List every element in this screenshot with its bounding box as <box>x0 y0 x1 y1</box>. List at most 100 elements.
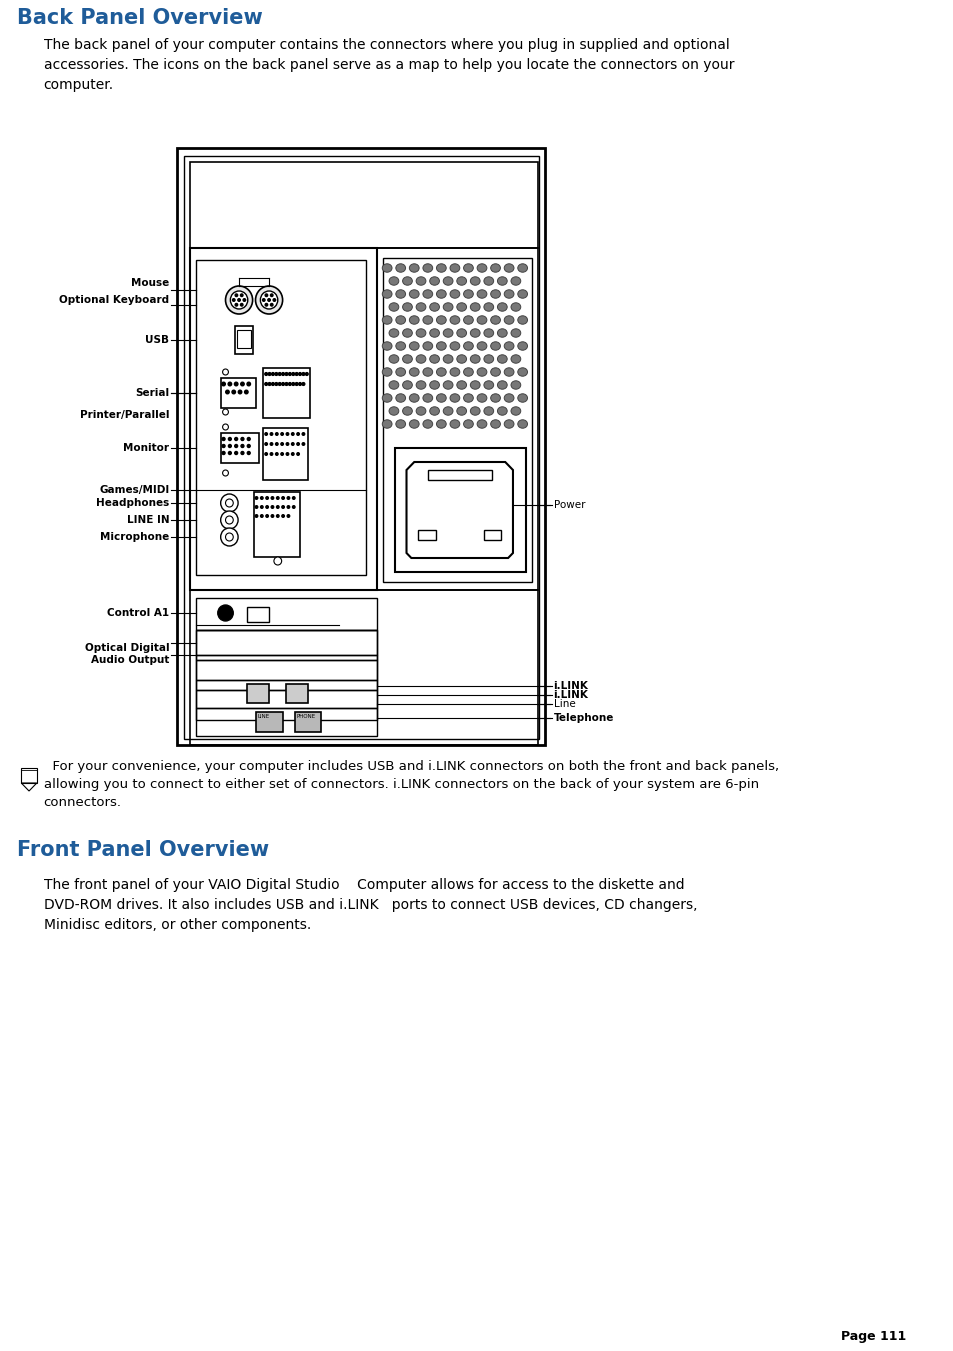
Circle shape <box>228 438 231 440</box>
Circle shape <box>225 534 233 540</box>
Bar <box>395 449 525 571</box>
Bar <box>190 590 537 744</box>
Circle shape <box>265 382 267 385</box>
Ellipse shape <box>456 303 466 311</box>
Ellipse shape <box>483 328 493 338</box>
Bar <box>377 249 537 590</box>
Ellipse shape <box>416 381 425 389</box>
Circle shape <box>285 382 288 385</box>
Ellipse shape <box>422 316 433 324</box>
Bar <box>220 378 256 408</box>
Circle shape <box>240 382 244 386</box>
Ellipse shape <box>389 381 398 389</box>
Ellipse shape <box>511 328 520 338</box>
Ellipse shape <box>389 303 398 311</box>
Circle shape <box>286 443 289 446</box>
Circle shape <box>271 505 274 508</box>
Ellipse shape <box>504 367 514 376</box>
Ellipse shape <box>511 355 520 363</box>
Text: Headphones: Headphones <box>96 499 170 508</box>
Ellipse shape <box>409 393 418 403</box>
Ellipse shape <box>517 342 527 350</box>
Circle shape <box>265 373 267 376</box>
Circle shape <box>222 382 225 386</box>
Bar <box>195 708 377 736</box>
Ellipse shape <box>416 303 425 311</box>
Ellipse shape <box>450 289 459 299</box>
Circle shape <box>286 453 289 455</box>
Ellipse shape <box>476 316 486 324</box>
Ellipse shape <box>409 420 418 428</box>
Circle shape <box>265 304 268 307</box>
Circle shape <box>266 505 268 508</box>
Circle shape <box>228 451 231 454</box>
Bar <box>220 434 259 463</box>
Ellipse shape <box>409 263 418 272</box>
Circle shape <box>237 299 240 301</box>
Circle shape <box>247 451 250 454</box>
Circle shape <box>260 515 263 517</box>
Ellipse shape <box>409 289 418 299</box>
Circle shape <box>241 451 244 454</box>
Text: For your convenience, your computer includes USB and i.LINK connectors on both t: For your convenience, your computer incl… <box>44 761 778 809</box>
Circle shape <box>274 557 281 565</box>
Circle shape <box>262 299 265 301</box>
Text: The back panel of your computer contains the connectors where you plug in suppli: The back panel of your computer contains… <box>44 38 733 92</box>
Circle shape <box>270 432 273 435</box>
Bar <box>195 598 377 630</box>
Ellipse shape <box>504 316 514 324</box>
Circle shape <box>234 451 237 454</box>
Ellipse shape <box>504 420 514 428</box>
Ellipse shape <box>497 277 507 285</box>
Bar <box>263 428 308 480</box>
Ellipse shape <box>511 277 520 285</box>
Ellipse shape <box>511 407 520 415</box>
Ellipse shape <box>490 367 500 376</box>
Bar <box>195 259 365 576</box>
Circle shape <box>265 443 267 446</box>
Bar <box>195 630 377 655</box>
Ellipse shape <box>483 407 493 415</box>
Circle shape <box>247 382 251 386</box>
Ellipse shape <box>382 342 392 350</box>
Ellipse shape <box>483 355 493 363</box>
Circle shape <box>287 515 290 517</box>
Ellipse shape <box>497 381 507 389</box>
Ellipse shape <box>490 342 500 350</box>
Bar <box>190 162 537 249</box>
Circle shape <box>255 497 257 500</box>
Ellipse shape <box>402 303 412 311</box>
Circle shape <box>302 443 304 446</box>
Ellipse shape <box>470 381 479 389</box>
Text: Games/MIDI: Games/MIDI <box>99 485 170 494</box>
Ellipse shape <box>504 393 514 403</box>
Ellipse shape <box>443 303 453 311</box>
Circle shape <box>228 382 232 386</box>
Ellipse shape <box>463 393 473 403</box>
Bar <box>483 530 501 540</box>
Circle shape <box>274 382 277 385</box>
Ellipse shape <box>389 355 398 363</box>
Ellipse shape <box>517 367 527 376</box>
Ellipse shape <box>450 316 459 324</box>
Ellipse shape <box>490 263 500 272</box>
Ellipse shape <box>470 277 479 285</box>
Text: Line: Line <box>553 698 575 709</box>
Ellipse shape <box>490 420 500 428</box>
Text: i.LINK: i.LINK <box>553 690 588 700</box>
Ellipse shape <box>436 342 446 350</box>
Circle shape <box>230 290 248 309</box>
Circle shape <box>274 373 277 376</box>
Circle shape <box>234 438 237 440</box>
Ellipse shape <box>450 263 459 272</box>
Ellipse shape <box>470 407 479 415</box>
Bar <box>294 712 321 732</box>
Circle shape <box>268 382 271 385</box>
Circle shape <box>293 497 294 500</box>
Ellipse shape <box>436 316 446 324</box>
Circle shape <box>220 528 238 546</box>
Circle shape <box>271 497 274 500</box>
Text: USB: USB <box>145 335 170 345</box>
Bar <box>195 661 377 690</box>
Circle shape <box>271 515 274 517</box>
